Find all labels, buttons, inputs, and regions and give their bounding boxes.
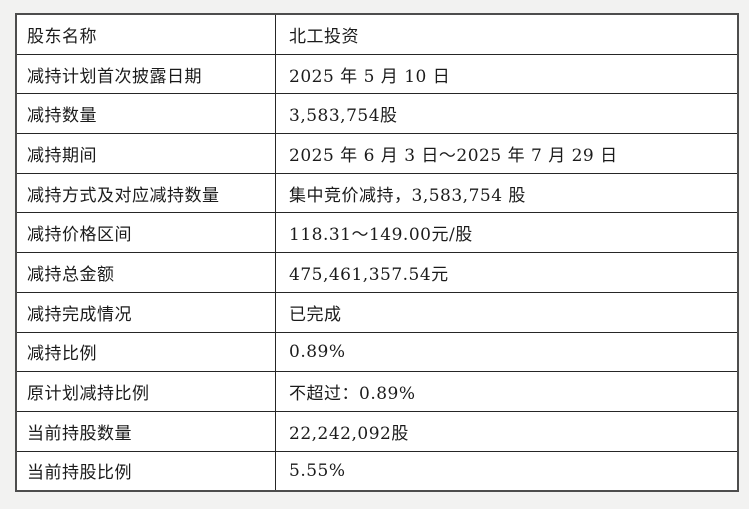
row-label: 股东名称 [15,13,276,55]
row-label: 当前持股比例 [15,450,276,492]
row-value: 集中竞价减持，3,583,754 股 [275,172,739,214]
table-row-current-holding-ratio: 当前持股比例 5.55% [15,450,739,492]
row-label: 减持完成情况 [15,291,276,333]
table-row-current-holding-quantity: 当前持股数量 22,242,092股 [15,410,739,452]
row-value: 0.89% [275,331,739,373]
row-value: 118.31～149.00元/股 [275,212,739,254]
row-label: 减持总金额 [15,252,276,293]
row-label: 减持比例 [15,331,276,373]
row-label: 当前持股数量 [15,410,276,452]
table-row-price-range: 减持价格区间 118.31～149.00元/股 [15,212,739,254]
row-label: 减持计划首次披露日期 [15,53,276,95]
row-value: 2025 年 5 月 10 日 [275,53,739,95]
row-value: 2025 年 6 月 3 日～2025 年 7 月 29 日 [275,133,739,174]
table-row-reduction-quantity: 减持数量 3,583,754股 [15,93,739,135]
row-value: 北工投资 [275,13,739,55]
table-row-reduction-period: 减持期间 2025 年 6 月 3 日～2025 年 7 月 29 日 [15,133,739,174]
table-row-reduction-method: 减持方式及对应减持数量 集中竞价减持，3,583,754 股 [15,172,739,214]
table-row-planned-reduction-ratio: 原计划减持比例 不超过：0.89% [15,371,739,412]
row-label: 原计划减持比例 [15,371,276,412]
table-row-reduction-ratio: 减持比例 0.89% [15,331,739,373]
row-value: 不超过：0.89% [275,371,739,412]
table-row-completion-status: 减持完成情况 已完成 [15,291,739,333]
table-row-total-amount: 减持总金额 475,461,357.54元 [15,252,739,293]
row-label: 减持方式及对应减持数量 [15,172,276,214]
row-label: 减持数量 [15,93,276,135]
disclosure-table-container: 股东名称 北工投资 减持计划首次披露日期 2025 年 5 月 10 日 减持数… [15,13,739,493]
row-label: 减持价格区间 [15,212,276,254]
table-row-first-disclosure-date: 减持计划首次披露日期 2025 年 5 月 10 日 [15,53,739,95]
table-row-shareholder-name: 股东名称 北工投资 [15,13,739,55]
row-value: 5.55% [275,450,739,492]
shareholder-reduction-table: 股东名称 北工投资 减持计划首次披露日期 2025 年 5 月 10 日 减持数… [15,13,739,493]
row-value: 475,461,357.54元 [275,252,739,293]
row-value: 已完成 [275,291,739,333]
row-value: 22,242,092股 [275,410,739,452]
row-label: 减持期间 [15,133,276,174]
row-value: 3,583,754股 [275,93,739,135]
